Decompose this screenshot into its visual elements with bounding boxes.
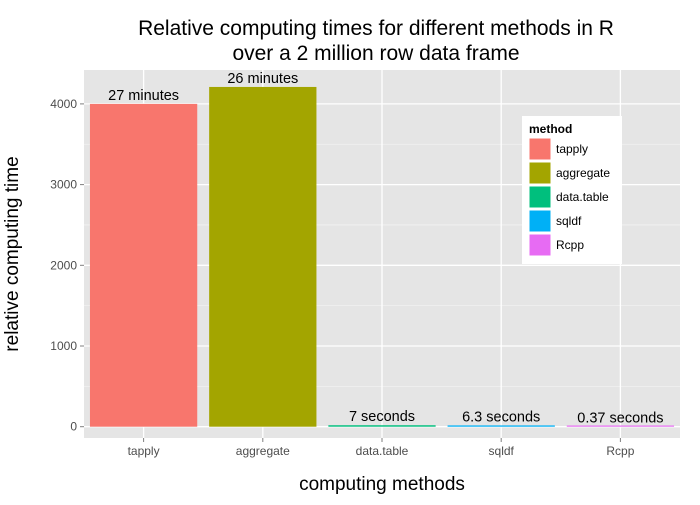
legend-label: sqldf — [556, 214, 582, 228]
legend-key — [528, 161, 552, 185]
y-tick-label: 3000 — [50, 178, 77, 192]
legend-label: aggregate — [556, 166, 610, 180]
bars — [89, 86, 675, 427]
bar-sqldf — [447, 425, 555, 427]
y-axis: 0 1000 2000 3000 4000 — [50, 97, 84, 434]
x-tick-label: Rcpp — [606, 444, 634, 458]
y-axis-title: relative computing time — [2, 156, 23, 351]
y-tick-label: 2000 — [50, 258, 77, 272]
y-tick-label: 0 — [70, 420, 77, 434]
chart-title-line-2: over a 2 million row data frame — [232, 42, 519, 65]
x-axis: tapply aggregate data.table sqldf Rcpp — [128, 438, 635, 458]
x-tick-label: tapply — [128, 444, 160, 458]
bar-data-table — [328, 425, 436, 427]
legend-items: tapply aggregate data.table sqldf Rcpp — [528, 137, 610, 257]
legend: method tapply aggregate data.table sqldf Rcp… — [522, 116, 622, 264]
bar-label: 6.3 seconds — [462, 409, 540, 425]
legend-key — [528, 209, 552, 233]
bar-label: 27 minutes — [108, 88, 179, 104]
bar-label: 0.37 seconds — [577, 411, 663, 427]
legend-label: Rcpp — [556, 238, 584, 252]
legend-key — [528, 233, 552, 257]
legend-label: tapply — [556, 142, 588, 156]
y-tick-label: 4000 — [50, 97, 77, 111]
bar-Rcpp — [566, 425, 675, 427]
bar-label: 7 seconds — [349, 409, 415, 425]
x-tick-label: data.table — [356, 444, 409, 458]
x-axis-title: computing methods — [299, 474, 465, 495]
chart-title-line-1: Relative computing times for different m… — [138, 17, 614, 40]
bar-label: 26 minutes — [227, 71, 298, 87]
bar-aggregate — [209, 86, 317, 427]
bar-tapply — [89, 103, 198, 427]
y-tick-label: 1000 — [50, 339, 77, 353]
x-tick-label: sqldf — [489, 444, 515, 458]
legend-key — [528, 137, 552, 161]
bar-labels: 27 minutes 26 minutes 7 seconds 6.3 seconds… — [108, 71, 663, 427]
legend-key — [528, 185, 552, 209]
x-tick-label: aggregate — [236, 444, 290, 458]
legend-label: data.table — [556, 190, 609, 204]
legend-title: method — [529, 122, 572, 136]
